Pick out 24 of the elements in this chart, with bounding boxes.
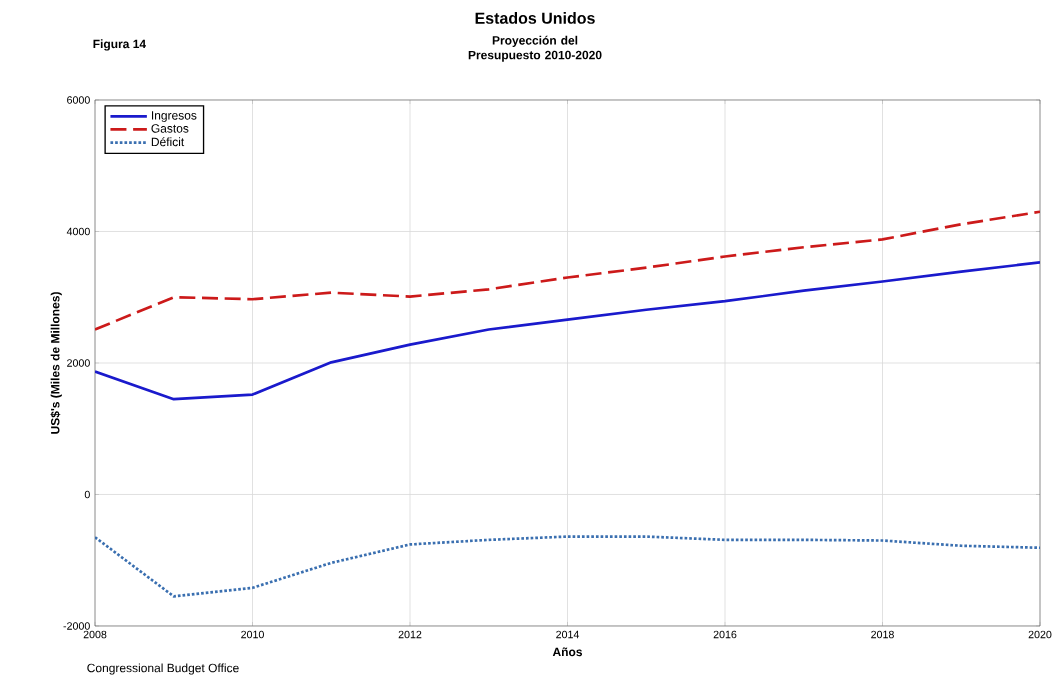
y-tick-label: -2000: [63, 622, 90, 630]
y-tick-label: 0: [84, 490, 90, 499]
line-series: [95, 535, 1040, 598]
x-tick-label: 2008: [83, 630, 107, 639]
chart-subtitle: Proyección del Presupuesto 2010-2020: [468, 35, 602, 62]
chart-title: Estados Unidos: [475, 12, 595, 24]
x-tick-label: 2014: [556, 630, 580, 639]
text: Figura 14: [93, 39, 146, 51]
x-axis-title: Años: [552, 647, 583, 657]
line-series: [95, 261, 1040, 401]
x-tick-label: 2012: [398, 630, 422, 639]
legend-label: Ingresos: [151, 111, 197, 122]
x-tick-label: 2010: [241, 630, 264, 639]
y-axis-title: US$'s (Miles de Millones): [50, 292, 62, 434]
legend-label: Déficit: [151, 137, 185, 147]
y-tick-label: 2000: [67, 359, 90, 367]
y-tick-label: 6000: [67, 96, 90, 104]
legend-label: Gastos: [151, 124, 189, 133]
line-series: [95, 210, 1040, 331]
y-tick-label: 4000: [66, 227, 90, 236]
x-tick-label: 2018: [871, 630, 894, 639]
x-tick-label: 2020: [1028, 630, 1052, 639]
x-tick-label: 2016: [713, 630, 737, 639]
text: Congressional Budget Office: [87, 663, 239, 675]
